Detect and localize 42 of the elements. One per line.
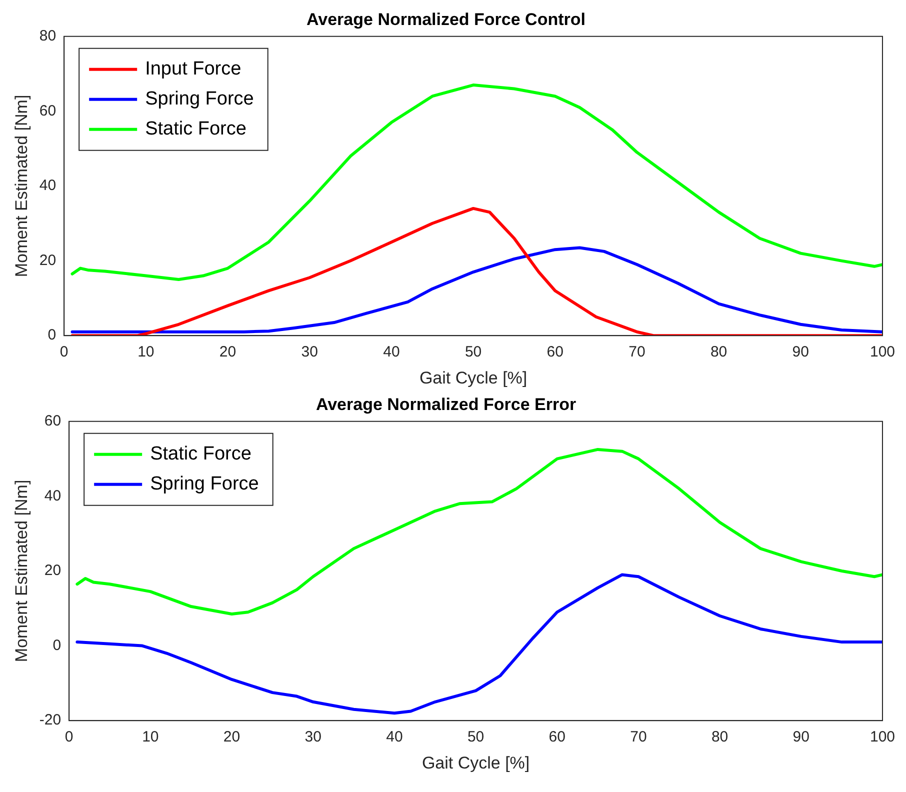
y-axis-title: Moment Estimated [Nm]: [12, 94, 31, 278]
y-tick-label: 0: [52, 636, 62, 654]
legend-label: Spring Force: [145, 88, 254, 110]
x-tick-label: 80: [710, 344, 728, 361]
x-tick-label: 20: [219, 344, 236, 361]
y-tick-label: 80: [39, 28, 56, 45]
x-tick-label: 90: [792, 344, 809, 361]
legend-label: Static Force: [145, 118, 246, 140]
y-tick-label: -20: [39, 712, 62, 729]
x-tick-label: 60: [546, 344, 564, 361]
x-tick-label: 100: [870, 728, 895, 746]
x-tick-label: 30: [304, 728, 322, 746]
x-tick-label: 70: [630, 728, 647, 746]
x-tick-label: 50: [467, 728, 484, 746]
x-tick-label: 10: [142, 728, 159, 746]
y-tick-label: 60: [39, 102, 56, 120]
x-tick-label: 100: [870, 344, 895, 361]
y-tick-label: 20: [39, 252, 56, 269]
x-tick-label: 10: [138, 344, 154, 361]
y-tick-label: 20: [44, 562, 62, 580]
y-axis-title: Moment Estimated [Nm]: [12, 480, 31, 662]
x-tick-label: 40: [386, 728, 403, 746]
y-tick-label: 0: [48, 326, 56, 344]
x-tick-label: 30: [301, 344, 318, 361]
x-tick-label: 20: [223, 728, 240, 746]
x-tick-label: 60: [548, 728, 566, 746]
x-tick-label: 40: [383, 344, 400, 361]
x-axis-title: Gait Cycle [%]: [419, 368, 528, 388]
chart-title: Average Normalized Force Control: [306, 10, 586, 29]
x-tick-label: 0: [64, 728, 74, 746]
x-axis-title: Gait Cycle [%]: [422, 753, 530, 772]
y-tick-label: 40: [44, 487, 62, 504]
legend-label: Input Force: [145, 58, 242, 80]
legend-label: Spring Force: [150, 474, 259, 495]
x-tick-label: 90: [792, 728, 810, 746]
x-tick-label: 70: [628, 344, 646, 361]
x-tick-label: 80: [711, 728, 728, 746]
x-tick-label: 50: [464, 344, 482, 361]
chart-title: Average Normalized Force Error: [316, 394, 576, 414]
legend-label: Static Force: [150, 444, 252, 465]
y-tick-label: 40: [39, 177, 56, 194]
y-tick-label: 60: [44, 412, 62, 430]
